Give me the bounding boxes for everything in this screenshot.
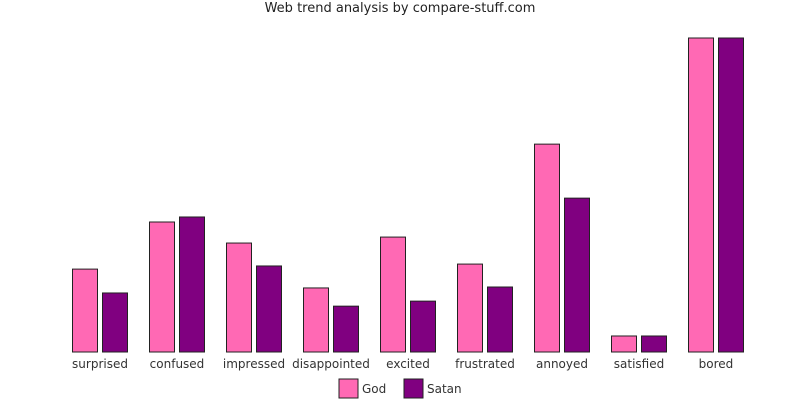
legend: God Satan [338,378,462,399]
bar-god-annoyed [534,143,560,353]
category-labels: surprised confused impressed disappointed ex… [72,357,733,371]
bars-group [72,37,744,353]
category-label-confused: confused [150,357,205,371]
bar-satan-bored [718,37,744,353]
bar-god-frustrated [457,263,483,353]
category-label-annoyed: annoyed [536,357,588,371]
bar-satan-frustrated [487,286,513,353]
legend-label-satan: Satan [427,382,462,396]
category-label-frustrated: frustrated [455,357,515,371]
category-label-impressed: impressed [223,357,285,371]
chart-title: Web trend analysis by compare-stuff.com [264,1,536,16]
legend-label-god: God [362,382,386,396]
bar-satan-disappointed [333,305,359,353]
bar-god-excited [380,236,406,353]
legend-swatch-satan [403,378,424,399]
bar-god-satisfied [611,335,637,353]
bar-god-impressed [226,242,252,353]
bar-god-surprised [72,268,98,353]
bar-god-bored [688,37,714,353]
bar-satan-annoyed [564,197,590,353]
category-label-surprised: surprised [72,357,128,371]
category-label-bored: bored [699,357,734,371]
bar-satan-surprised [102,292,128,353]
bar-satan-confused [179,216,205,353]
category-label-satisfied: satisfied [614,357,664,371]
bar-satan-satisfied [641,335,667,353]
category-label-disappointed: disappointed [292,357,370,371]
legend-swatch-god [338,378,359,399]
bar-satan-impressed [256,265,282,353]
category-label-excited: excited [386,357,430,371]
bar-satan-excited [410,300,436,353]
bar-god-confused [149,221,175,353]
bar-god-disappointed [303,287,329,353]
